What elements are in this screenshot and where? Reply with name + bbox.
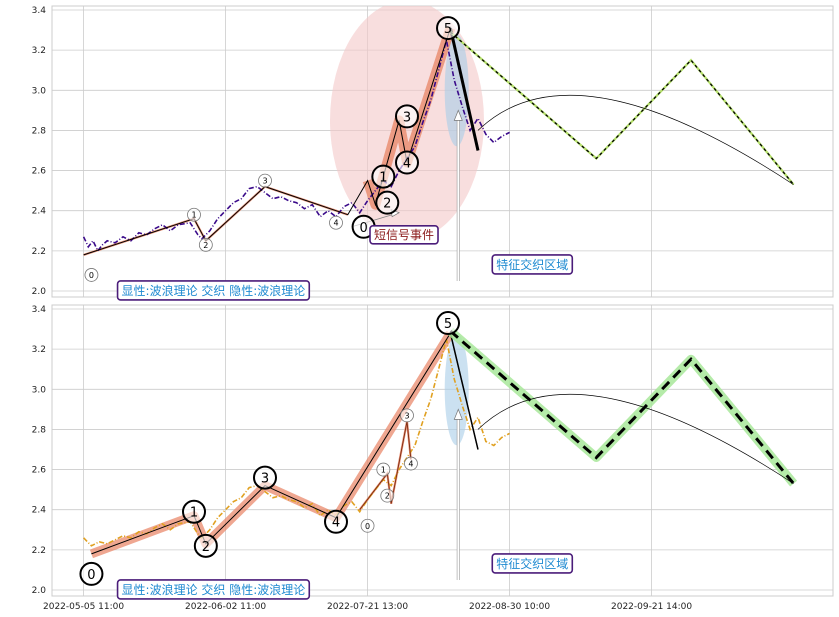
bottom-wave-marker [360,518,375,533]
top-y-tick-label: 2.4 [32,207,47,217]
bottom-wave-marker [380,488,395,503]
top-wave-marker [371,164,396,189]
bottom-wave-label: 4 [332,516,340,531]
bottom-wave-marker [182,499,206,524]
top-annotation-box [116,280,311,301]
top-panel: 2.0 2.2 2.4 2.6 2.8 3.0 3.2 3.4 0 1 2 3 4 0 1 2 3 4 5 显性:波浪… [32,5,834,301]
bottom-wave-label: 1 [190,506,198,521]
forecast-line [449,31,795,186]
top-annotation-text: 显性:波浪理论 交织 隐性:波浪理论 [122,283,306,298]
top-y-tick-label: 3.4 [32,6,47,16]
x-tick-label: 2022-08-30 10:00 [469,602,550,612]
bottom-wave-label: 0 [365,522,370,531]
top-wave-line [83,26,479,256]
top-wave-marker [258,173,272,188]
x-tick-label: 2022-06-02 11:00 [185,602,266,612]
top-y-tick-label: 2.0 [32,287,47,297]
top-price-line [82,39,510,253]
bottom-wave-marker [404,456,418,471]
bottom-y-tick-label: 2.0 [32,586,47,596]
bottom-y-tick-label: 3.4 [32,305,47,315]
top-plot-area: 0 1 2 3 4 0 1 2 3 4 5 [82,6,795,282]
bottom-wave-marker [400,408,414,423]
top-annotation-box [369,224,439,245]
top-wave-marker [375,190,400,215]
bottom-plot-area: 0 1 2 3 4 0 1 2 3 4 5 [79,311,798,586]
top-wave-label: 3 [403,110,411,125]
bottom-wave-label: 2 [202,540,210,555]
forecast-line [449,329,795,485]
bottom-wave-label: 3 [404,411,409,420]
bottom-wave-marker [253,465,277,490]
bottom-wave-label: 2 [385,492,390,501]
bottom-wave-label: 5 [444,317,452,332]
bottom-panel: 2.0 2.2 2.4 2.6 2.8 3.0 3.2 3.4 0 1 2 3 4 0 1 2 3 4 5 显性:波浪… [32,304,834,600]
bottom-wave-marker [376,462,391,477]
bottom-price-line [83,338,510,547]
top-annotation-box [491,254,574,275]
top-wave-label: 4 [403,157,411,172]
bottom-wave-label: 3 [261,472,269,487]
top-wave-label: 4 [333,219,338,228]
bottom-small-wave-line [359,421,412,510]
top-wave-label: 1 [379,171,387,186]
bottom-last-leg [449,332,479,450]
bottom-y-tick-label: 2.2 [32,546,46,556]
bottom-y-tick-label: 2.6 [32,466,47,476]
top-wave-label: 2 [203,241,208,250]
arrow-head [453,408,463,420]
top-y-tick-label: 2.2 [32,247,46,257]
top-y-tick-label: 2.8 [32,126,47,136]
top-wave-marker [329,215,343,230]
top-wave-marker [187,207,201,222]
bottom-wave-marker [436,311,461,336]
top-y-tick-label: 3.0 [32,86,47,96]
top-wave-marker [198,237,213,252]
top-wave-label: 1 [191,211,196,220]
top-wave-marker [395,104,419,129]
top-annotation-text: 特征交织区域 [496,257,568,272]
bottom-wave-label: 0 [87,568,95,583]
top-forecast-curve [477,94,794,185]
bottom-y-tick-label: 3.2 [32,345,46,355]
bottom-y-tick-label: 2.4 [32,506,47,516]
top-wave-marker [395,150,419,175]
top-wave-marker [436,16,461,41]
top-y-tick-label: 2.6 [32,167,47,177]
bottom-annotation-text: 特征交织区域 [496,556,568,571]
top-wave-label: 3 [262,177,267,186]
x-tick-label: 2022-07-21 13:00 [327,602,408,612]
top-wave-label: 2 [383,197,391,212]
top-wave-label: 0 [359,221,367,236]
top-y-tick-label: 3.2 [32,46,46,56]
x-tick-label: 2022-09-21 14:00 [611,602,692,612]
bottom-annotation-text: 显性:波浪理论 交织 隐性:波浪理论 [122,582,306,597]
x-axis: 2022-05-05 11:00 2022-06-02 11:00 2022-07-… [43,602,692,612]
bottom-y-tick-label: 2.8 [32,425,47,435]
top-last-leg [448,27,480,151]
bottom-wave-label: 4 [408,460,413,469]
top-annotation-text: 短信号事件 [374,228,434,242]
bottom-y-tick-label: 3.0 [32,385,47,395]
top-wave-marker [84,268,99,282]
bottom-annotation-box [491,553,574,574]
top-wave-label: 0 [89,271,94,280]
bottom-wave-marker [193,533,218,558]
bottom-wave-label: 1 [381,466,386,475]
bottom-annotation-box [116,579,311,600]
x-tick-label: 2022-05-05 11:00 [43,602,124,612]
bottom-wave-marker [79,561,104,586]
arrow-head [453,109,463,121]
bottom-forecast-curve [477,393,794,484]
bottom-wave-marker [324,509,348,534]
top-wave-label: 5 [444,22,452,37]
